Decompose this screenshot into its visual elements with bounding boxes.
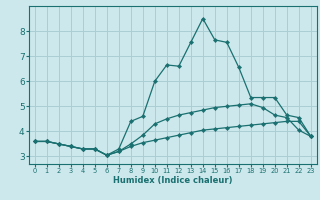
X-axis label: Humidex (Indice chaleur): Humidex (Indice chaleur): [113, 176, 233, 185]
